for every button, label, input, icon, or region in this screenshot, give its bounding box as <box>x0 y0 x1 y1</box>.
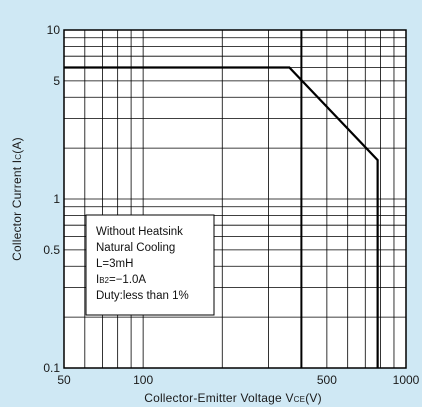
y-tick-label: 0.5 <box>43 243 60 257</box>
y-axis-label: Collector Current IC(A) <box>10 137 24 261</box>
annotation-line-3: L=3mH <box>96 258 133 270</box>
annotation-line-2: Natural Cooling <box>96 242 175 254</box>
annotation-line-4-value: =−1.0A <box>109 274 146 286</box>
y-tick-label: 1 <box>53 192 60 206</box>
y-tick-label: 0.1 <box>43 361 60 375</box>
x-axis-label-main: Collector-Emitter Voltage V <box>144 391 293 405</box>
x-axis-label-sub: CE <box>294 395 306 404</box>
series-layer <box>64 30 379 368</box>
x-tick-label: 500 <box>317 373 337 387</box>
annotation-line-5: Duty:less than 1% <box>96 290 189 302</box>
grid <box>64 30 406 368</box>
x-tick-label: 1000 <box>393 373 420 387</box>
x-axis-label-unit: (V) <box>305 391 322 405</box>
y-tick-label: 5 <box>53 74 60 88</box>
series-line-1 <box>64 66 379 368</box>
y-axis-label-main: Collector Current I <box>10 160 24 261</box>
y-axis-label-unit: (A) <box>10 137 24 154</box>
x-tick-label: 100 <box>133 373 153 387</box>
annotation-line-4: IB2=−1.0A <box>96 274 146 286</box>
annotation-box: Without Heatsink Natural Cooling L=3mH I… <box>85 214 215 316</box>
y-axis-label-sub: C <box>14 154 23 160</box>
annotation-line-1: Without Heatsink <box>96 226 183 238</box>
annotation-line-4-prefix: I <box>96 274 99 286</box>
annotation-line-4-sub: B2 <box>99 276 109 285</box>
plot-frame <box>63 29 407 369</box>
annotation-frame <box>85 214 215 316</box>
y-tick-label: 10 <box>47 23 61 37</box>
tick-labels: 50 100 500 1000 0.1 0.5 1 5 10 <box>43 23 419 387</box>
x-axis-label: Collector-Emitter Voltage VCE(V) <box>144 391 322 405</box>
x-tick-label: 50 <box>57 373 71 387</box>
